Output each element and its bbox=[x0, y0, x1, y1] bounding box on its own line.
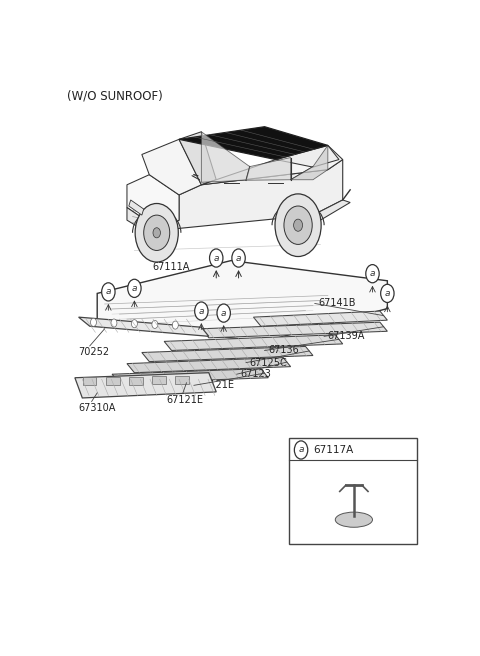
Polygon shape bbox=[202, 132, 250, 182]
Polygon shape bbox=[290, 146, 328, 180]
Circle shape bbox=[381, 284, 394, 302]
Circle shape bbox=[195, 302, 208, 320]
Text: a: a bbox=[214, 253, 219, 262]
Text: a: a bbox=[132, 284, 137, 293]
Text: 67141B: 67141B bbox=[319, 298, 356, 308]
Polygon shape bbox=[202, 146, 343, 185]
Text: a: a bbox=[384, 289, 390, 298]
Circle shape bbox=[232, 249, 245, 267]
Circle shape bbox=[132, 319, 137, 328]
Bar bbox=[83, 377, 96, 385]
Polygon shape bbox=[246, 157, 290, 180]
Text: a: a bbox=[370, 269, 375, 278]
Bar bbox=[152, 376, 166, 384]
Ellipse shape bbox=[335, 512, 372, 527]
Text: (W/O SUNROOF): (W/O SUNROOF) bbox=[67, 90, 163, 103]
Polygon shape bbox=[313, 200, 350, 220]
Circle shape bbox=[111, 319, 117, 327]
Polygon shape bbox=[127, 207, 160, 240]
Bar bbox=[106, 377, 120, 385]
Circle shape bbox=[152, 320, 158, 329]
Circle shape bbox=[284, 206, 312, 245]
Text: 67123: 67123 bbox=[240, 369, 271, 379]
Polygon shape bbox=[160, 159, 343, 230]
Text: a: a bbox=[199, 306, 204, 316]
Polygon shape bbox=[276, 146, 339, 167]
Text: 67125C: 67125C bbox=[250, 358, 288, 367]
Text: a: a bbox=[106, 287, 111, 297]
Bar bbox=[289, 438, 417, 544]
Polygon shape bbox=[142, 139, 202, 195]
Text: 67310A: 67310A bbox=[79, 403, 116, 413]
Circle shape bbox=[102, 283, 115, 301]
Text: 67121E: 67121E bbox=[198, 380, 235, 390]
Circle shape bbox=[144, 215, 170, 251]
Circle shape bbox=[210, 249, 223, 267]
Polygon shape bbox=[164, 335, 343, 350]
Polygon shape bbox=[79, 317, 209, 337]
Polygon shape bbox=[253, 311, 387, 326]
Text: 67111A: 67111A bbox=[152, 262, 190, 272]
Bar bbox=[129, 377, 143, 384]
Text: a: a bbox=[221, 308, 227, 318]
Circle shape bbox=[172, 321, 178, 329]
Text: 67121E: 67121E bbox=[166, 395, 203, 405]
Polygon shape bbox=[127, 358, 290, 373]
Text: 67139A: 67139A bbox=[328, 331, 365, 341]
Circle shape bbox=[217, 304, 230, 322]
Circle shape bbox=[366, 264, 379, 283]
Circle shape bbox=[294, 219, 302, 232]
Circle shape bbox=[128, 279, 141, 297]
Circle shape bbox=[294, 441, 308, 459]
Circle shape bbox=[275, 194, 321, 256]
Polygon shape bbox=[142, 346, 313, 361]
Text: 67136: 67136 bbox=[268, 346, 299, 356]
Circle shape bbox=[135, 203, 178, 262]
Polygon shape bbox=[112, 369, 268, 383]
Text: 67117A: 67117A bbox=[313, 445, 353, 455]
Polygon shape bbox=[202, 322, 387, 338]
Bar bbox=[175, 376, 189, 384]
Polygon shape bbox=[97, 260, 387, 341]
Circle shape bbox=[91, 318, 96, 326]
Polygon shape bbox=[179, 127, 328, 159]
Polygon shape bbox=[127, 174, 179, 230]
Polygon shape bbox=[75, 373, 216, 398]
Text: 70252: 70252 bbox=[78, 348, 109, 358]
Text: a: a bbox=[298, 445, 304, 455]
Circle shape bbox=[153, 228, 160, 238]
Polygon shape bbox=[129, 200, 144, 215]
Text: a: a bbox=[236, 253, 241, 262]
Polygon shape bbox=[179, 132, 216, 185]
